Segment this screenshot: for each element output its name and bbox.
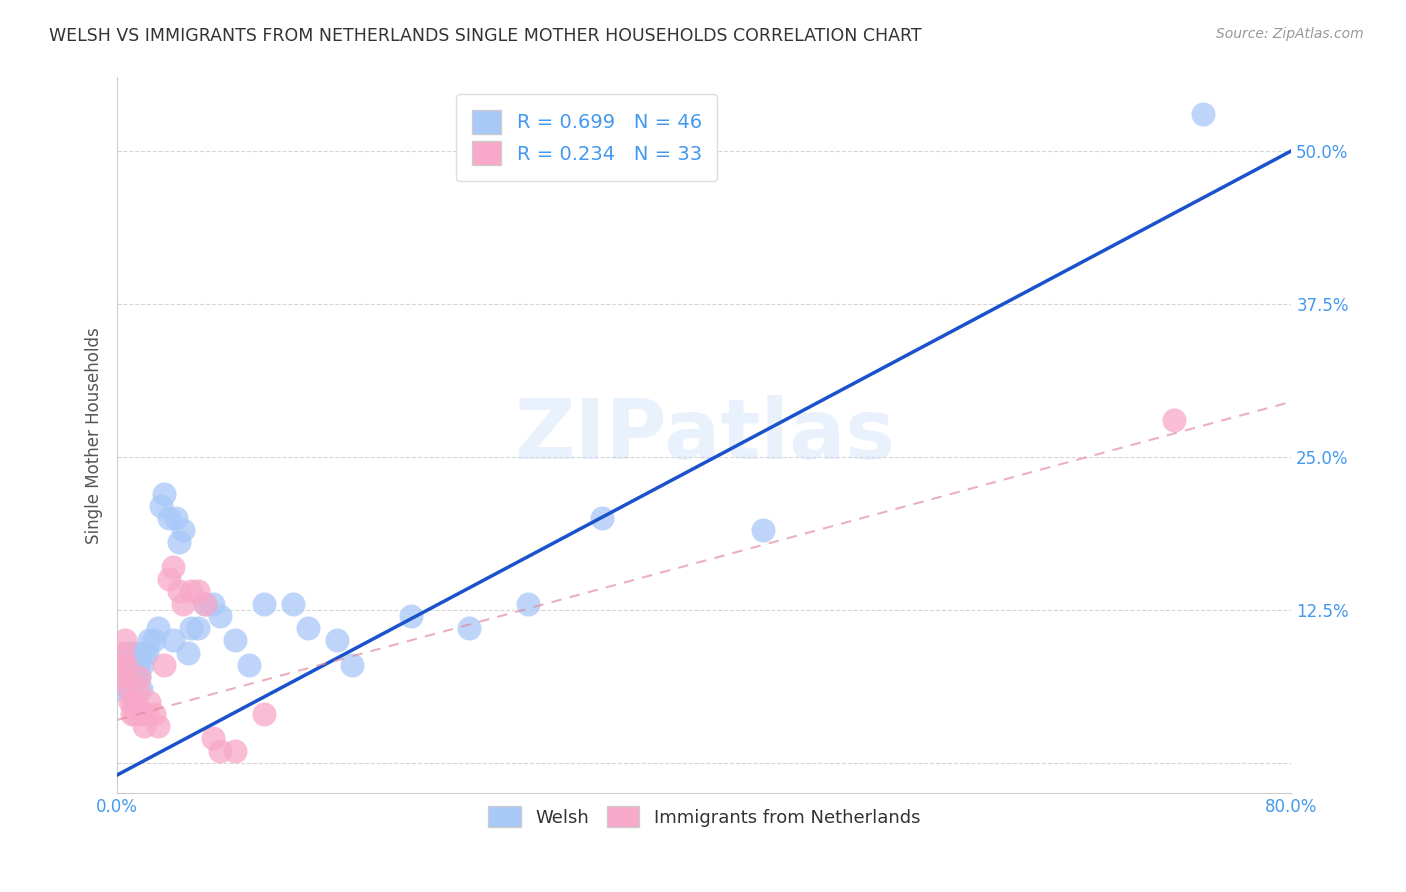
Point [115,657,138,672]
Point [112,670,135,684]
Point [399,608,422,623]
Point [127,682,149,697]
Point [114,657,136,672]
Point [253,706,276,721]
Point [253,597,276,611]
Point [120,695,142,709]
Point [326,633,349,648]
Point [148,621,170,635]
Point [340,657,363,672]
Point [125,646,148,660]
Point [224,743,246,757]
Point [1163,413,1185,427]
Point [167,584,190,599]
Point [238,657,260,672]
Point [117,646,139,660]
Point [194,597,217,611]
Point [208,743,231,757]
Point [150,499,173,513]
Point [108,670,131,684]
Point [125,695,148,709]
Point [162,633,184,648]
Point [201,731,224,746]
Point [157,572,180,586]
Point [117,670,139,684]
Y-axis label: Single Mother Households: Single Mother Households [86,327,103,544]
Point [110,657,132,672]
Point [110,682,132,697]
Point [135,706,157,721]
Point [120,657,142,672]
Point [118,682,141,697]
Point [180,621,202,635]
Point [1192,107,1215,121]
Point [165,511,187,525]
Point [115,670,138,684]
Point [517,597,540,611]
Point [114,633,136,648]
Point [142,706,165,721]
Point [591,511,613,525]
Point [122,695,145,709]
Text: Source: ZipAtlas.com: Source: ZipAtlas.com [1216,27,1364,41]
Point [187,621,209,635]
Point [129,682,152,697]
Point [142,633,165,648]
Point [132,719,155,733]
Point [297,621,319,635]
Point [162,560,184,574]
Point [138,695,160,709]
Point [167,535,190,549]
Point [122,657,145,672]
Point [132,646,155,660]
Legend: Welsh, Immigrants from Netherlands: Welsh, Immigrants from Netherlands [481,799,928,834]
Point [208,608,231,623]
Point [153,486,176,500]
Point [172,523,194,537]
Point [118,682,141,697]
Point [135,646,157,660]
Point [128,670,150,684]
Point [128,670,150,684]
Point [224,633,246,648]
Point [127,657,149,672]
Point [121,706,143,721]
Point [124,670,146,684]
Point [124,706,146,721]
Point [752,523,775,537]
Point [194,597,217,611]
Point [176,646,198,660]
Point [148,719,170,733]
Point [201,597,224,611]
Point [112,646,135,660]
Point [283,597,305,611]
Point [172,597,194,611]
Point [157,511,180,525]
Point [138,633,160,648]
Point [153,657,176,672]
Point [187,584,209,599]
Point [180,584,202,599]
Point [458,621,481,635]
Point [129,706,152,721]
Point [121,646,143,660]
Text: WELSH VS IMMIGRANTS FROM NETHERLANDS SINGLE MOTHER HOUSEHOLDS CORRELATION CHART: WELSH VS IMMIGRANTS FROM NETHERLANDS SIN… [49,27,922,45]
Point [131,657,153,672]
Text: ZIPatlas: ZIPatlas [513,395,894,476]
